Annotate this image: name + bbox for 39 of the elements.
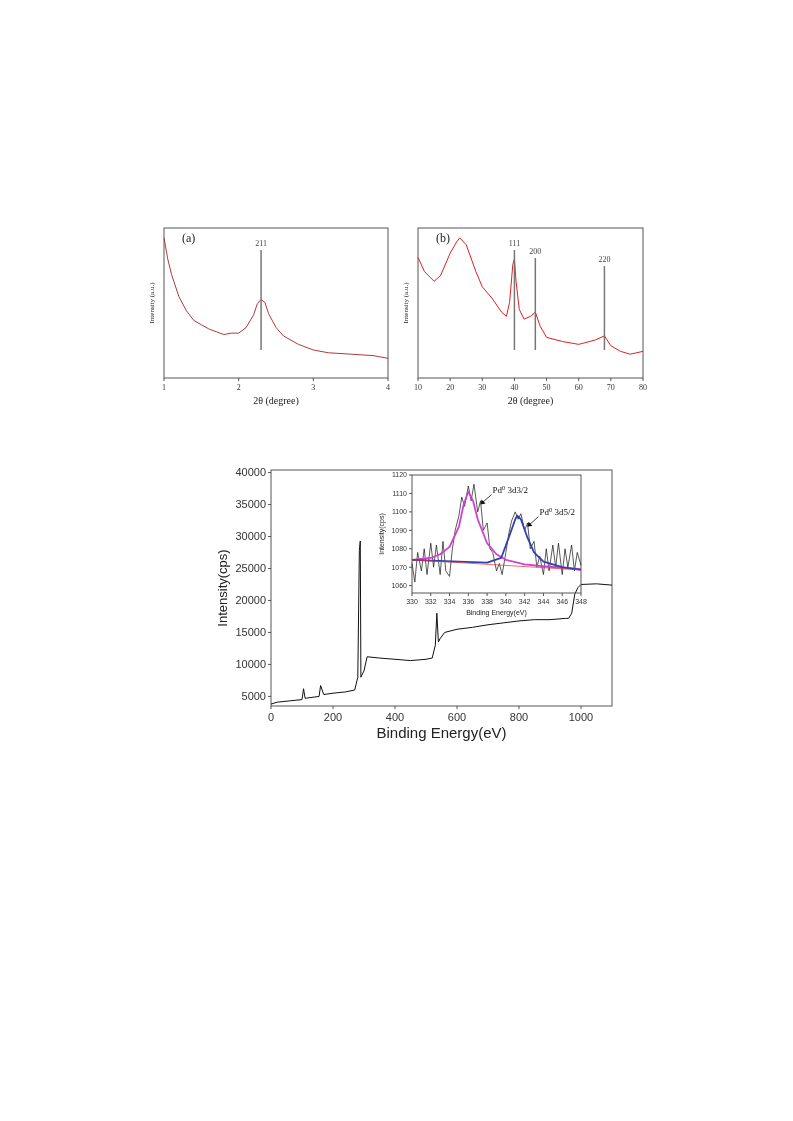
x-tick-label: 50 — [542, 383, 551, 392]
y-tick-label: 5000 — [241, 690, 266, 703]
x-tick-label: 40 — [510, 383, 519, 392]
x-tick-label: 600 — [447, 711, 467, 723]
annotation: 211 — [255, 239, 267, 248]
x-axis-title: Binding Energy(eV) — [376, 724, 507, 741]
y-tick-label: 40000 — [235, 466, 266, 479]
x-tick-label: 20 — [446, 383, 455, 392]
annotation: (b) — [436, 231, 450, 245]
annotation: 220 — [598, 255, 611, 264]
x-axis-title: 2θ (degree) — [253, 395, 299, 407]
x-tick-label: 10 — [414, 383, 422, 392]
annotation: 111 — [508, 239, 521, 248]
x-tick-label: 1 — [162, 383, 166, 392]
y-tick-label: 25000 — [235, 562, 266, 575]
x-tick-label: 400 — [385, 711, 405, 723]
annotation: (a) — [182, 231, 196, 245]
x-tick-label: 4 — [386, 383, 390, 392]
x-tick-label: 3 — [311, 383, 316, 392]
y-tick-label: 35000 — [235, 498, 266, 511]
y-tick-label: 15000 — [235, 626, 266, 639]
x-axis-title: 2θ (degree) — [507, 395, 554, 407]
x-tick-label: 80 — [639, 383, 647, 392]
x-tick-label: 30 — [478, 383, 487, 392]
x-tick-label: 70 — [606, 383, 615, 392]
y-tick-label: 20000 — [235, 594, 266, 607]
annotation: Pd$^{0}$ 3d5/2 — [539, 505, 575, 517]
line-series — [411, 483, 582, 583]
y-tick-label: 10000 — [235, 658, 266, 671]
y-tick-label: 30000 — [235, 530, 266, 543]
x-tick-label: 800 — [509, 711, 529, 723]
x-tick-label: 0 — [267, 711, 275, 723]
annotation: 200 — [529, 247, 542, 256]
annotation: Pd$^{0}$ 3d3/2 — [492, 483, 528, 495]
x-tick-label: 60 — [574, 383, 583, 392]
x-tick-label: 2 — [236, 383, 241, 392]
x-tick-label: 1000 — [568, 711, 594, 723]
y-axis-title: Intensity(cps) — [215, 549, 230, 627]
x-tick-label: 200 — [323, 711, 343, 723]
